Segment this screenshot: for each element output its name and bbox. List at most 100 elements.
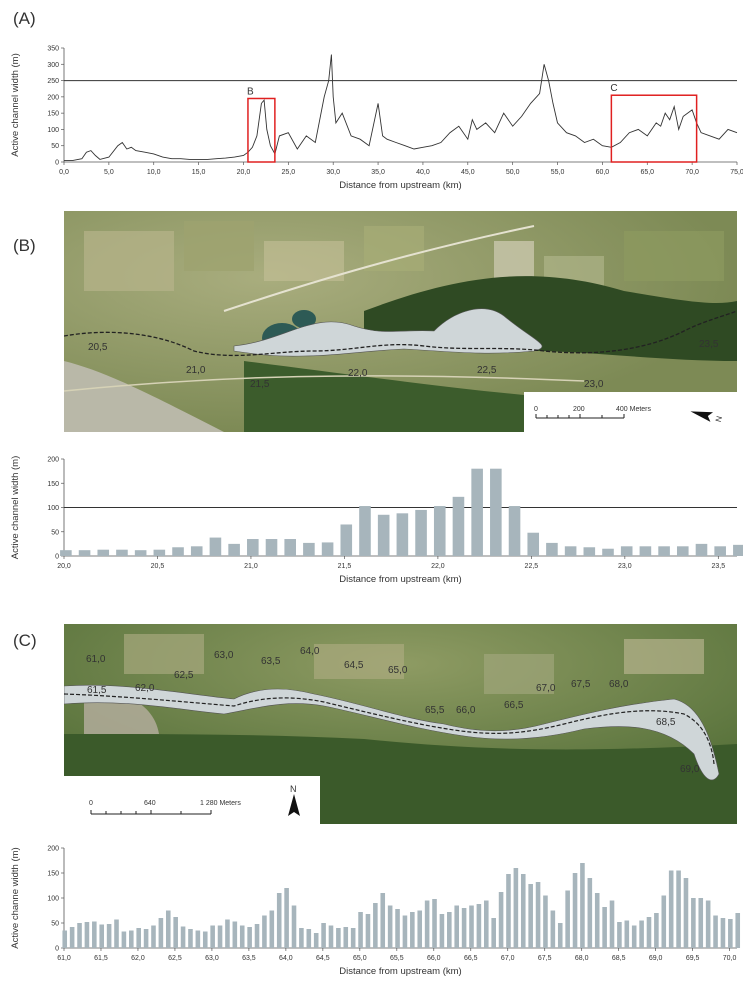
bar xyxy=(410,912,415,948)
map-b-km-label: 21,0 xyxy=(186,365,206,376)
north-arrow-icon: N xyxy=(690,411,724,423)
bar xyxy=(469,905,474,948)
bar xyxy=(594,893,600,948)
bar xyxy=(668,870,674,948)
bar xyxy=(247,927,252,948)
bar xyxy=(269,910,275,948)
x-tick-label: 62,0 xyxy=(131,955,145,962)
x-tick-label: 66,0 xyxy=(427,955,441,962)
bar xyxy=(735,913,741,948)
bar xyxy=(396,513,409,556)
bar xyxy=(550,910,556,948)
bar xyxy=(202,931,208,948)
bar xyxy=(498,892,504,948)
x-tick-label: 10,0 xyxy=(147,169,161,176)
x-axis-title: Distance from upstream (km) xyxy=(339,966,461,977)
x-tick-label: 35,0 xyxy=(371,169,385,176)
aerial-photo-reach-b: 20,5 21,0 21,5 22,0 22,5 23,0 23,5 0 200… xyxy=(64,211,737,432)
bar xyxy=(306,929,312,948)
bar xyxy=(609,900,615,948)
bar xyxy=(106,924,112,948)
y-tick-label: 250 xyxy=(47,78,59,85)
bar xyxy=(661,895,667,948)
map-c-km-label: 65,5 xyxy=(425,705,445,716)
bar xyxy=(153,549,166,556)
bar xyxy=(587,878,593,948)
bar xyxy=(471,468,483,556)
map-b-km-label: 20,5 xyxy=(88,342,108,353)
bar xyxy=(395,909,400,948)
x-tick-label: 75,0 xyxy=(730,169,743,176)
x-axis-title: Distance from upstream (km) xyxy=(339,574,461,585)
bar xyxy=(84,922,90,948)
bar xyxy=(476,904,482,948)
bar xyxy=(620,546,633,556)
bar xyxy=(365,914,371,948)
north-arrow-icon: N xyxy=(288,784,300,816)
x-tick-label: 64,0 xyxy=(279,955,293,962)
bar xyxy=(377,514,390,556)
map-c-km-label: 61,5 xyxy=(87,685,107,696)
map-b-scale-label: 0 xyxy=(534,406,538,413)
bar xyxy=(225,919,230,948)
y-axis-title: Active channe width (m) xyxy=(10,847,21,948)
x-tick-label: 22,0 xyxy=(431,563,445,570)
map-b-km-label: 22,5 xyxy=(477,365,497,376)
bar xyxy=(172,547,184,556)
bar xyxy=(733,544,743,556)
bar xyxy=(602,548,614,556)
bar xyxy=(447,912,452,948)
bar xyxy=(439,914,445,948)
panel-c-label: (C) xyxy=(13,631,37,650)
bar xyxy=(491,918,496,948)
bar xyxy=(527,532,540,556)
bar xyxy=(165,910,171,948)
bar xyxy=(698,898,704,948)
bar xyxy=(121,931,127,948)
bar xyxy=(336,928,341,948)
bar xyxy=(424,900,430,948)
bar xyxy=(284,539,296,556)
bar xyxy=(520,874,526,948)
y-tick-label: 0 xyxy=(55,946,59,953)
panel-a-label: (A) xyxy=(13,9,36,28)
x-tick-label: 5,0 xyxy=(104,169,114,176)
bar xyxy=(631,925,637,948)
bar xyxy=(713,915,718,948)
x-tick-label: 20,0 xyxy=(237,169,251,176)
width-series-line xyxy=(64,54,738,161)
x-tick-label: 15,0 xyxy=(192,169,206,176)
bar xyxy=(639,920,644,948)
map-c-km-label: 62,5 xyxy=(174,670,194,681)
bar xyxy=(583,547,596,556)
bar xyxy=(415,509,427,556)
bar xyxy=(358,912,363,948)
map-c-km-label: 65,0 xyxy=(388,665,408,676)
x-tick-label: 68,5 xyxy=(612,955,626,962)
y-tick-label: 200 xyxy=(47,457,59,464)
map-c-km-label: 66,0 xyxy=(456,705,476,716)
y-tick-label: 100 xyxy=(47,896,59,903)
x-tick-label: 66,5 xyxy=(464,955,478,962)
width-profile-line-chart: 0 50 100 150 200 250 300 350 0,0 5,0 10,0 15,0 20,0 2… xyxy=(10,46,743,192)
map-c-km-label: 67,0 xyxy=(536,683,556,694)
bar xyxy=(387,905,393,948)
y-tick-label: 50 xyxy=(51,143,59,150)
bar xyxy=(557,923,563,948)
x-tick-label: 61,5 xyxy=(94,955,108,962)
bar xyxy=(433,506,446,556)
bar xyxy=(343,927,349,948)
y-tick-label: 100 xyxy=(47,127,59,134)
reach-b-bar-chart: 0 50 100 150 200 20,0 20,5 21,0 21,5 22,0 22,5 23,0… xyxy=(10,456,743,585)
bar xyxy=(254,924,260,948)
bar xyxy=(209,537,222,556)
bar xyxy=(239,925,245,948)
bar xyxy=(276,893,282,948)
bar xyxy=(313,933,319,948)
bar xyxy=(303,542,315,556)
x-tick-label: 65,0 xyxy=(640,169,654,176)
bar xyxy=(265,539,278,556)
x-tick-label: 50,0 xyxy=(506,169,520,176)
bar xyxy=(639,546,652,556)
x-tick-label: 69,5 xyxy=(686,955,700,962)
